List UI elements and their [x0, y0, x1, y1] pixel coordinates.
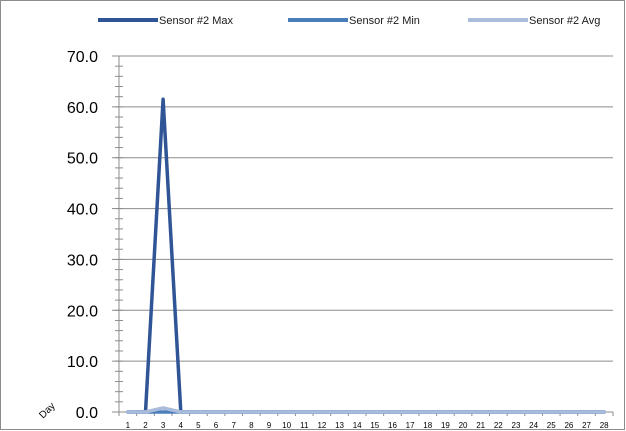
- x-tick-label: 20: [459, 421, 468, 430]
- series-lines: [126, 97, 606, 414]
- legend-label: Sensor #2 Max: [159, 15, 233, 27]
- x-tick-label: 4: [179, 421, 184, 430]
- x-tick-label: 8: [249, 421, 254, 430]
- x-tick-label: 25: [547, 421, 556, 430]
- x-tick-label: 5: [196, 421, 201, 430]
- x-tick-labels: 1 2 3 4 5 6 7 8 9 10 11 12 13 14 15 16 17 18 19 20 21 22 23 24 2…: [126, 421, 610, 430]
- x-tick-label: 28: [600, 421, 609, 430]
- x-tick-label: 11: [300, 421, 309, 430]
- x-tick-label: 21: [476, 421, 485, 430]
- legend: Sensor #2 Max Sensor #2 Min Sensor #2 Avg: [98, 15, 600, 27]
- x-tick-label: 7: [231, 421, 236, 430]
- legend-label: Sensor #2 Min: [349, 15, 420, 27]
- x-tick-label: 10: [282, 421, 291, 430]
- y-tick-label: 50.0: [67, 151, 98, 168]
- series-line: [126, 97, 606, 414]
- y-tick-label: 30.0: [67, 252, 98, 269]
- y-tick-label: 0.0: [76, 405, 98, 422]
- x-tick-label: 27: [582, 421, 591, 430]
- x-tick-label: 3: [161, 421, 166, 430]
- gridlines: [119, 55, 613, 362]
- y-tick-label: 10.0: [67, 354, 98, 371]
- axes: [112, 55, 614, 416]
- x-tick-label: 17: [406, 421, 415, 430]
- x-tick-label: 12: [317, 421, 326, 430]
- x-tick-label: 15: [370, 421, 379, 430]
- x-tick-label: 13: [335, 421, 344, 430]
- x-tick-label: 23: [512, 421, 521, 430]
- x-tick-label: 19: [441, 421, 450, 430]
- y-tick-label: 60.0: [67, 100, 98, 117]
- y-tick-labels: 0.0 10.0 20.0 30.0 40.0 50.0 60.0 70.0: [67, 49, 98, 422]
- x-axis-label: Day: [37, 401, 57, 421]
- x-tick-label: 9: [267, 421, 272, 430]
- y-tick-label: 70.0: [67, 49, 98, 66]
- legend-label: Sensor #2 Avg: [529, 15, 600, 27]
- x-tick-label: 26: [564, 421, 573, 430]
- x-tick-label: 24: [529, 421, 538, 430]
- x-tick-label: 2: [143, 421, 148, 430]
- y-tick-label: 40.0: [67, 202, 98, 219]
- series-line: [126, 406, 606, 414]
- x-tick-label: 18: [423, 421, 432, 430]
- x-tick-label: 16: [388, 421, 397, 430]
- x-tick-label: 14: [353, 421, 362, 430]
- x-tick-label: 1: [126, 421, 131, 430]
- x-tick-label: 22: [494, 421, 503, 430]
- x-tick-label: 6: [214, 421, 219, 430]
- y-tick-label: 20.0: [67, 303, 98, 320]
